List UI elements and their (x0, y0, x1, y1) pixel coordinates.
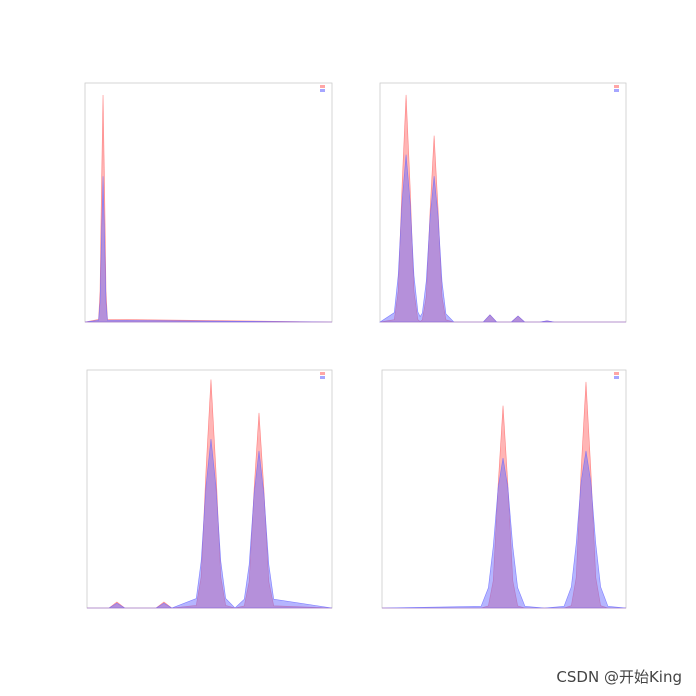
density-area (381, 450, 627, 609)
density-area (87, 438, 333, 609)
legend-swatch (320, 85, 325, 88)
watermark: CSDN @开始King (556, 668, 682, 686)
legend-swatch (614, 372, 619, 375)
legend-swatch (614, 89, 619, 92)
legend-swatch (614, 85, 619, 88)
legend-swatch (320, 372, 325, 375)
density-area (84, 176, 333, 323)
density-area (84, 94, 333, 323)
density-area (378, 154, 626, 323)
plot-frame (379, 82, 627, 323)
legend-swatch (320, 376, 325, 379)
legend-swatch (614, 376, 619, 379)
plot-frame (84, 82, 333, 323)
legend-swatch (320, 89, 325, 92)
density-area (379, 94, 626, 323)
